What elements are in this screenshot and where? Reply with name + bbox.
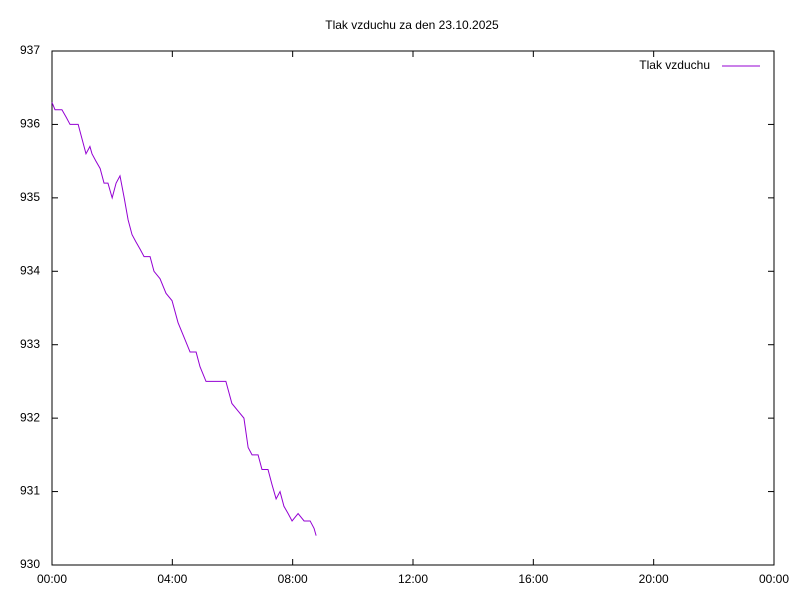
y-tick-label: 931 <box>20 484 40 498</box>
x-tick-label: 20:00 <box>639 572 669 586</box>
legend-label: Tlak vzduchu <box>639 58 710 72</box>
y-tick-label: 937 <box>20 43 40 57</box>
y-tick-label: 933 <box>20 337 40 351</box>
x-tick-label: 12:00 <box>398 572 428 586</box>
x-tick-label: 04:00 <box>157 572 187 586</box>
x-tick-label: 16:00 <box>518 572 548 586</box>
chart-title: Tlak vzduchu za den 23.10.2025 <box>325 18 499 32</box>
y-tick-label: 935 <box>20 190 40 204</box>
data-line <box>51 102 317 536</box>
x-tick-label: 00:00 <box>759 572 789 586</box>
plot-frame <box>51 50 775 566</box>
y-tick-label: 930 <box>20 557 40 571</box>
x-tick-label: 00:00 <box>37 572 67 586</box>
y-tick-label: 934 <box>20 263 40 277</box>
x-tick-label: 08:00 <box>278 572 308 586</box>
y-tick-label: 932 <box>20 410 40 424</box>
y-tick-label: 936 <box>20 117 40 131</box>
